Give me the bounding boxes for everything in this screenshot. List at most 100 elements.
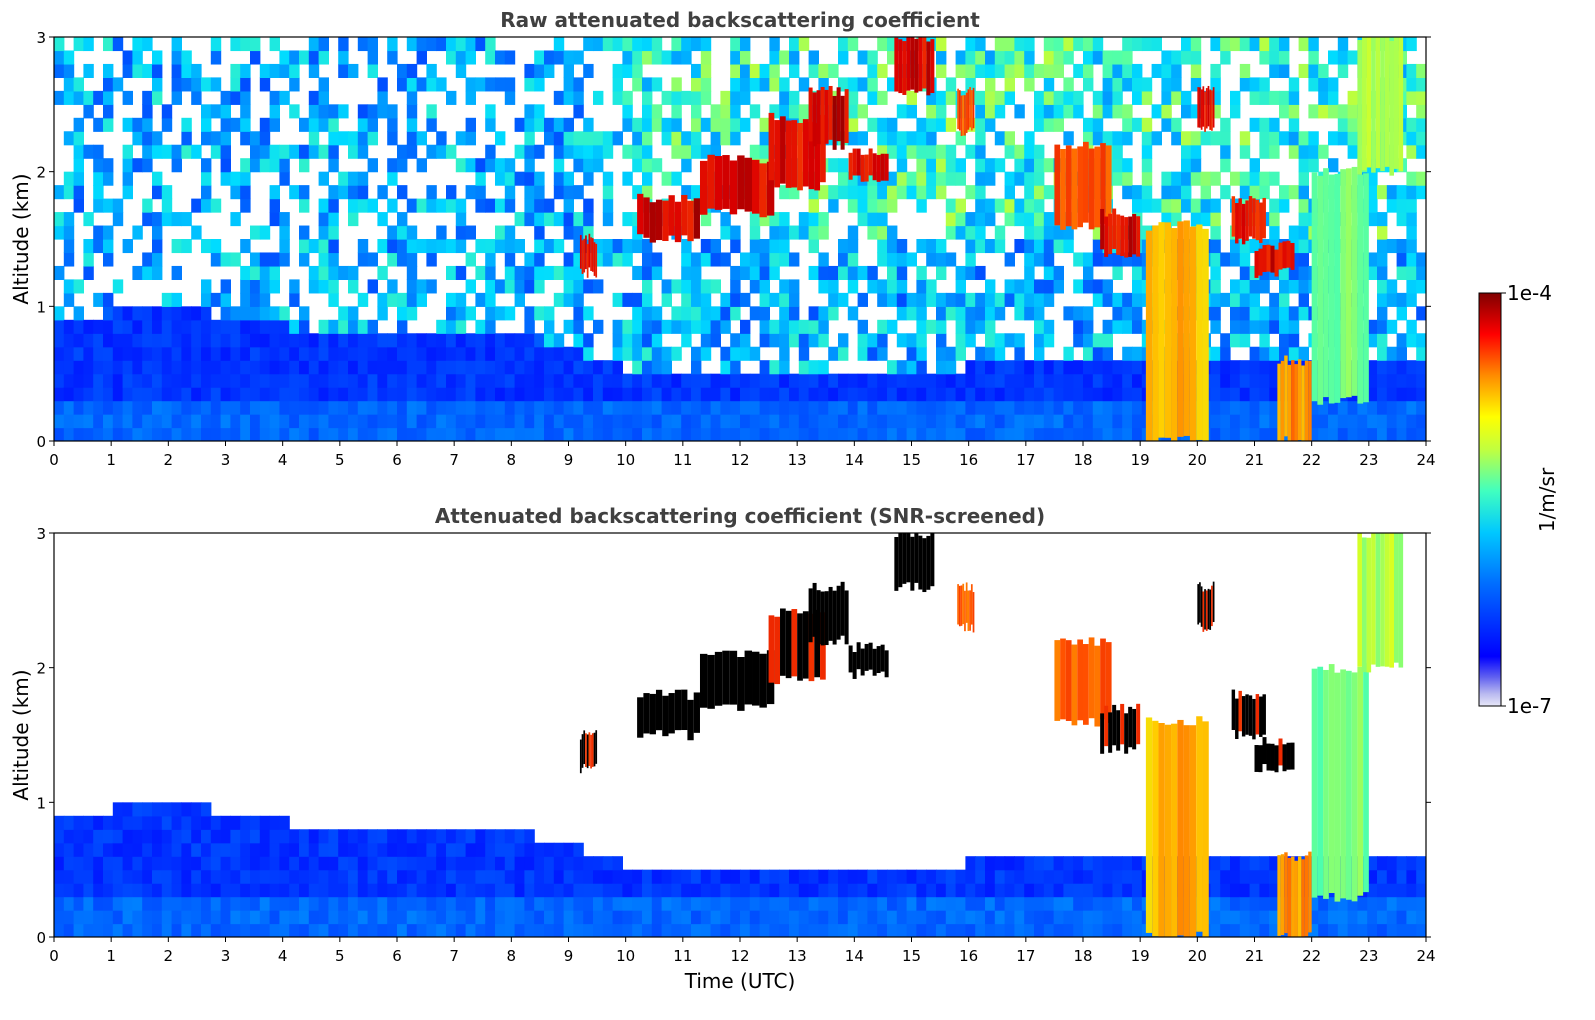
heatmap-cell — [132, 883, 143, 898]
heatmap-cell — [544, 212, 555, 227]
heatmap-cell — [406, 360, 418, 375]
heatmap-cell — [1308, 414, 1319, 429]
cloud-segment — [1357, 666, 1364, 896]
cloud-segment — [1083, 141, 1089, 223]
cloud-segment — [1259, 696, 1263, 737]
heatmap-cell — [612, 252, 623, 267]
heatmap-cell — [749, 225, 761, 240]
heatmap-cell — [916, 198, 927, 213]
cloud-segment — [930, 533, 935, 587]
heatmap-cell — [642, 896, 653, 911]
heatmap-cell — [63, 292, 75, 307]
heatmap-cell — [328, 265, 339, 280]
heatmap-cell — [955, 265, 966, 280]
heatmap-cell — [1102, 63, 1113, 78]
heatmap-cell — [250, 427, 261, 441]
heatmap-cell — [1230, 292, 1241, 307]
heatmap-cell — [514, 360, 525, 375]
heatmap-cell — [1298, 279, 1309, 294]
heatmap-cell — [455, 37, 467, 52]
heatmap-cell — [240, 896, 251, 911]
heatmap-cell — [1073, 279, 1084, 294]
heatmap-cell — [132, 856, 143, 871]
heatmap-cell — [495, 414, 506, 429]
heatmap-cell — [1083, 360, 1094, 375]
heatmap-cell — [1396, 265, 1407, 280]
heatmap-cell — [789, 279, 800, 294]
cloud-segment — [1304, 360, 1309, 441]
heatmap-cell — [965, 239, 976, 254]
heatmap-cell — [1239, 360, 1251, 375]
heatmap-cell — [945, 77, 957, 92]
cloud-segment — [699, 160, 708, 215]
heatmap-cell — [1269, 131, 1280, 146]
heatmap-cell — [240, 360, 251, 375]
heatmap-cell — [1337, 104, 1349, 119]
heatmap-cell — [730, 414, 741, 429]
heatmap-cell — [416, 427, 427, 441]
heatmap-cell — [259, 373, 271, 388]
cloud-segment — [797, 613, 803, 681]
heatmap-cell — [1122, 414, 1133, 429]
heatmap-cell — [896, 360, 908, 375]
heatmap-cell — [475, 910, 486, 925]
heatmap-cell — [240, 856, 251, 871]
heatmap-cell — [1337, 910, 1349, 925]
heatmap-cell — [338, 387, 349, 402]
heatmap-cell — [328, 319, 339, 334]
heatmap-cell — [514, 265, 525, 280]
heatmap-cell — [573, 414, 584, 429]
heatmap-cell — [63, 252, 75, 267]
cloud-segment — [1357, 174, 1364, 404]
cloud-segment — [1287, 857, 1292, 937]
heatmap-cell — [357, 333, 369, 348]
heatmap-cell — [387, 400, 398, 415]
heatmap-cell — [534, 400, 545, 415]
heatmap-cell — [926, 117, 937, 132]
cloud-segment — [844, 590, 849, 645]
heatmap-cell — [1406, 252, 1417, 267]
heatmap-cell — [406, 842, 418, 857]
heatmap-cell — [93, 869, 104, 884]
heatmap-cell — [191, 198, 202, 213]
heatmap-cell — [1063, 923, 1074, 937]
heatmap-cell — [759, 896, 770, 911]
heatmap-cell — [161, 896, 173, 911]
cloud-segment — [1340, 669, 1346, 899]
heatmap-cell — [985, 63, 996, 78]
heatmap-cell — [54, 306, 65, 321]
heatmap-cell — [730, 131, 741, 146]
heatmap-cell — [1367, 883, 1378, 898]
heatmap-cell — [1259, 77, 1270, 92]
heatmap-cell — [1181, 171, 1192, 186]
heatmap-cell — [1406, 856, 1417, 871]
heatmap-cell — [553, 37, 565, 52]
heatmap-cell — [612, 910, 623, 925]
heatmap-cell — [1377, 910, 1388, 925]
heatmap-cell — [965, 185, 976, 200]
heatmap-cell — [1112, 63, 1123, 78]
heatmap-cell — [534, 104, 545, 119]
heatmap-cell — [1112, 400, 1123, 415]
heatmap-cell — [965, 292, 976, 307]
cloud-segment — [820, 86, 825, 141]
heatmap-cell — [367, 414, 378, 429]
heatmap-cell — [1004, 414, 1015, 429]
heatmap-cell — [740, 869, 751, 884]
heatmap-cell — [328, 856, 339, 871]
heatmap-cell — [828, 373, 839, 388]
heatmap-cell — [1259, 131, 1270, 146]
cloud-segment — [681, 194, 688, 236]
heatmap-cell — [1308, 158, 1319, 173]
heatmap-cell — [348, 923, 359, 937]
heatmap-cell — [955, 869, 966, 884]
heatmap-cell — [1014, 333, 1025, 348]
cloud-segment — [1357, 40, 1362, 175]
heatmap-cell — [93, 292, 104, 307]
heatmap-cell — [181, 387, 192, 402]
heatmap-cell — [975, 427, 986, 441]
heatmap-cell — [1269, 171, 1280, 186]
cloud-segment — [791, 609, 798, 677]
heatmap-cell — [122, 346, 133, 361]
cloud-segment — [1277, 855, 1281, 936]
